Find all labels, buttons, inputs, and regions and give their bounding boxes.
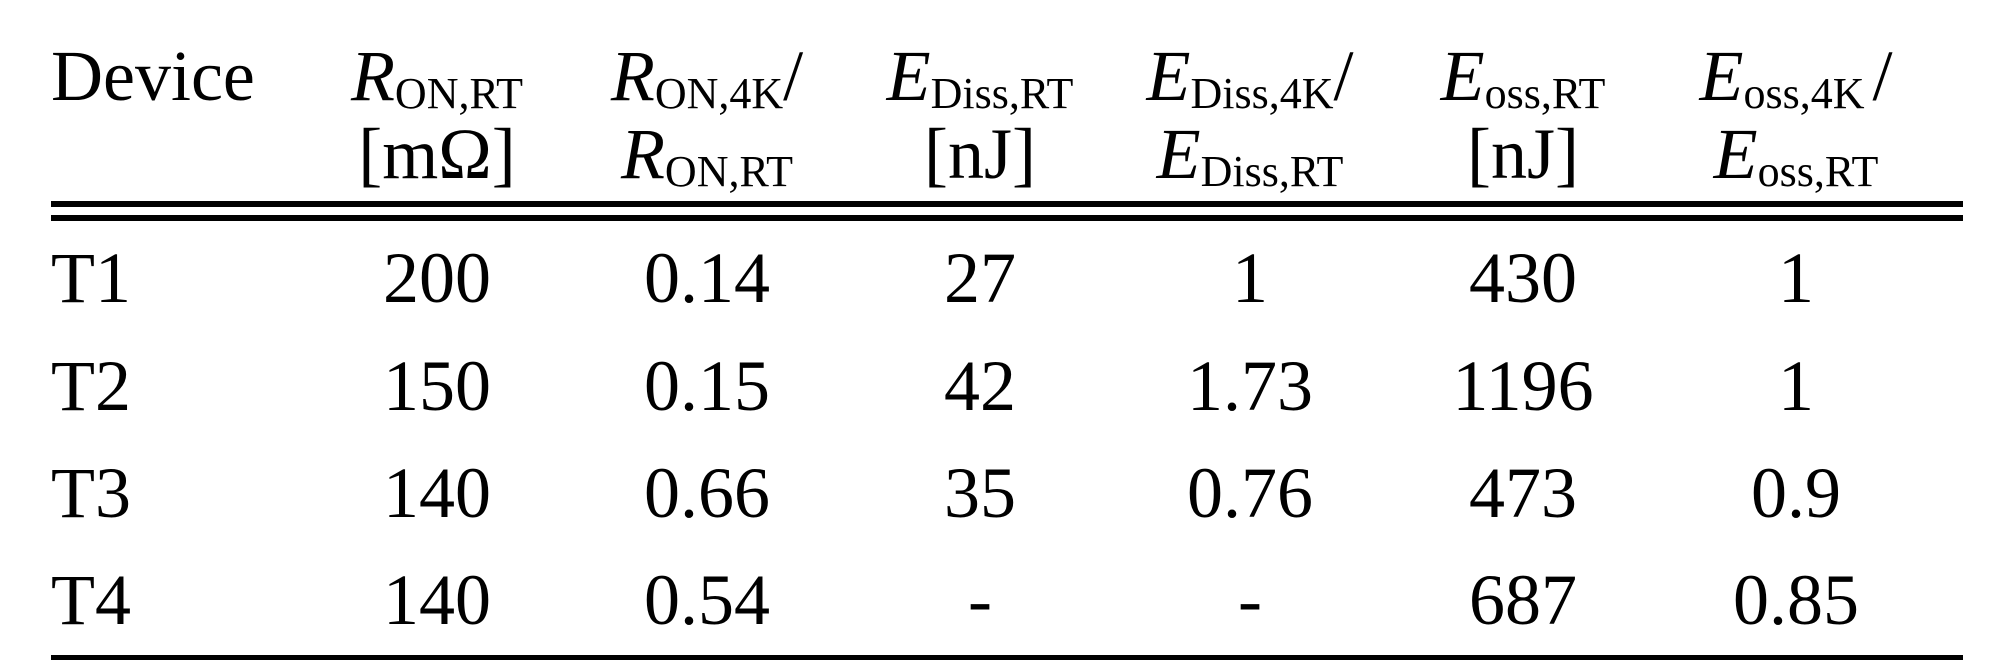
header-subscript: oss,RT bbox=[1758, 147, 1879, 196]
cell: 200 bbox=[383, 238, 491, 318]
header-symbol: E bbox=[1713, 114, 1758, 194]
header-line: Eoss,RT bbox=[1713, 114, 1879, 196]
header-symbol: E bbox=[1440, 36, 1485, 116]
header-slash: / bbox=[1334, 36, 1354, 116]
header-subscript: ON,RT bbox=[395, 69, 523, 118]
row-label: T1 bbox=[51, 238, 131, 318]
header-symbol: R bbox=[610, 36, 655, 116]
cell: 1 bbox=[1778, 238, 1814, 318]
cell: 0.76 bbox=[1187, 453, 1313, 533]
cell: 140 bbox=[383, 560, 491, 640]
header-subscript: ON,4K bbox=[655, 69, 784, 118]
row-label: T4 bbox=[51, 560, 131, 640]
header-line: RON,RT bbox=[620, 114, 793, 196]
header-symbol: E bbox=[886, 36, 931, 116]
header-subscript: Diss,4K bbox=[1190, 69, 1333, 118]
header-cell: Device bbox=[51, 36, 255, 116]
cell: 1.73 bbox=[1187, 346, 1313, 426]
header-line: Eoss,RT bbox=[1440, 36, 1606, 118]
header-slash: / bbox=[1873, 36, 1893, 116]
header-line: Eoss,4K / bbox=[1698, 36, 1892, 118]
cell: 430 bbox=[1469, 238, 1577, 318]
header-subscript: ON,RT bbox=[665, 147, 793, 196]
header-subscript: oss,RT bbox=[1485, 69, 1606, 118]
cell: 0.14 bbox=[644, 238, 770, 318]
cell: 1 bbox=[1778, 346, 1814, 426]
cell: 0.15 bbox=[644, 346, 770, 426]
cell: 35 bbox=[944, 453, 1016, 533]
header-line: EDiss,4K/ bbox=[1145, 36, 1353, 118]
header-unit: [nJ] bbox=[1467, 114, 1579, 194]
cell: 1196 bbox=[1452, 346, 1593, 426]
header-rule-top bbox=[51, 201, 1963, 207]
header-subscript: oss,4K bbox=[1743, 69, 1864, 118]
row-label: T2 bbox=[51, 346, 131, 426]
cell: 140 bbox=[383, 453, 491, 533]
header-line: RON,RT bbox=[350, 36, 523, 118]
cell: 0.54 bbox=[644, 560, 770, 640]
row-label: T3 bbox=[51, 453, 131, 533]
header-slash: / bbox=[783, 36, 803, 116]
cell: 0.66 bbox=[644, 453, 770, 533]
cell: 473 bbox=[1469, 453, 1577, 533]
header-symbol: E bbox=[1156, 114, 1201, 194]
cell: 42 bbox=[944, 346, 1016, 426]
cell: 0.9 bbox=[1751, 453, 1841, 533]
header-line: EDiss,RT bbox=[1156, 114, 1344, 196]
cell: 27 bbox=[944, 238, 1016, 318]
cell: 0.85 bbox=[1733, 560, 1859, 640]
header-line: EDiss,RT bbox=[886, 36, 1074, 118]
header-subscript: Diss,RT bbox=[931, 69, 1074, 118]
header-subscript: Diss,RT bbox=[1201, 147, 1344, 196]
header-symbol: R bbox=[350, 36, 395, 116]
cell: 150 bbox=[383, 346, 491, 426]
header-symbol: R bbox=[620, 114, 665, 194]
cell: - bbox=[1238, 560, 1262, 640]
header-line: RON,4K/ bbox=[610, 36, 803, 118]
cell: 687 bbox=[1469, 560, 1577, 640]
bottom-rule bbox=[51, 655, 1963, 660]
cell: 1 bbox=[1232, 238, 1268, 318]
header-unit: [nJ] bbox=[924, 114, 1036, 194]
header-symbol: E bbox=[1145, 36, 1190, 116]
header-symbol: E bbox=[1698, 36, 1743, 116]
cell: - bbox=[968, 560, 992, 640]
header-rule-bottom bbox=[51, 215, 1963, 221]
header-unit: [mΩ] bbox=[358, 114, 515, 194]
